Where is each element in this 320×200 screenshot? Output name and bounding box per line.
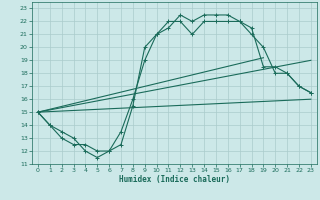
X-axis label: Humidex (Indice chaleur): Humidex (Indice chaleur) xyxy=(119,175,230,184)
